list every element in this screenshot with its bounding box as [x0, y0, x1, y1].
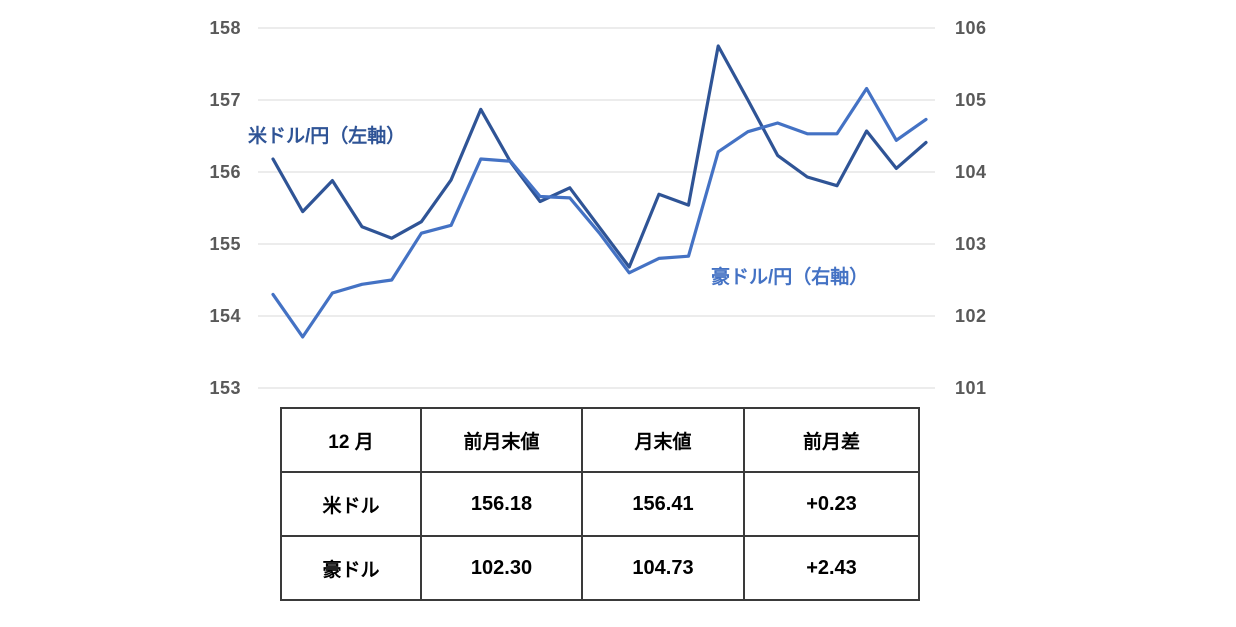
usd-row-label: 米ドル [280, 471, 422, 537]
usd-diff-value: +0.23 [743, 471, 920, 537]
usd-end-value: 156.41 [581, 471, 745, 537]
right-axis-tick-106: 106 [955, 18, 987, 38]
table-row-usd: 米ドル 156.18 156.41 +0.23 [280, 471, 920, 537]
usd-jpy-series-label: 米ドル/円（左軸） [248, 126, 406, 147]
left-axis-tick-158: 158 [209, 18, 241, 38]
usd-prev-value: 156.18 [420, 471, 583, 537]
aud-jpy-series-label: 豪ドル/円（右軸） [711, 267, 869, 288]
right-axis-tick-103: 103 [955, 234, 987, 254]
aud-end-value: 104.73 [581, 535, 745, 601]
left-axis-tick-156: 156 [209, 162, 241, 182]
aud-row-label: 豪ドル [280, 535, 422, 601]
table-row-aud: 豪ドル 102.30 104.73 +2.43 [280, 535, 920, 601]
left-axis-tick-154: 154 [209, 306, 241, 326]
table-header-row: 12 月 前月末値 月末値 前月差 [280, 407, 920, 473]
right-axis-tick-105: 105 [955, 90, 987, 110]
aud-diff-value: +2.43 [743, 535, 920, 601]
aud-jpy-line [271, 86, 928, 339]
summary-table: 12 月 前月末値 月末値 前月差 米ドル 156.18 156.41 +0.2… [280, 407, 920, 601]
right-axis-tick-104: 104 [955, 162, 987, 182]
left-axis-tick-153: 153 [209, 378, 241, 398]
left-axis-tick-155: 155 [209, 234, 241, 254]
header-month-end: 月末値 [581, 407, 745, 473]
header-prev-month-end: 前月末値 [420, 407, 583, 473]
header-month: 12 月 [280, 407, 422, 473]
usd-jpy-line [271, 44, 928, 269]
chart-plot-area [258, 27, 935, 389]
right-axis-tick-102: 102 [955, 306, 987, 326]
aud-prev-value: 102.30 [420, 535, 583, 601]
right-axis-tick-101: 101 [955, 378, 987, 398]
header-diff: 前月差 [743, 407, 920, 473]
left-axis-tick-157: 157 [209, 90, 241, 110]
